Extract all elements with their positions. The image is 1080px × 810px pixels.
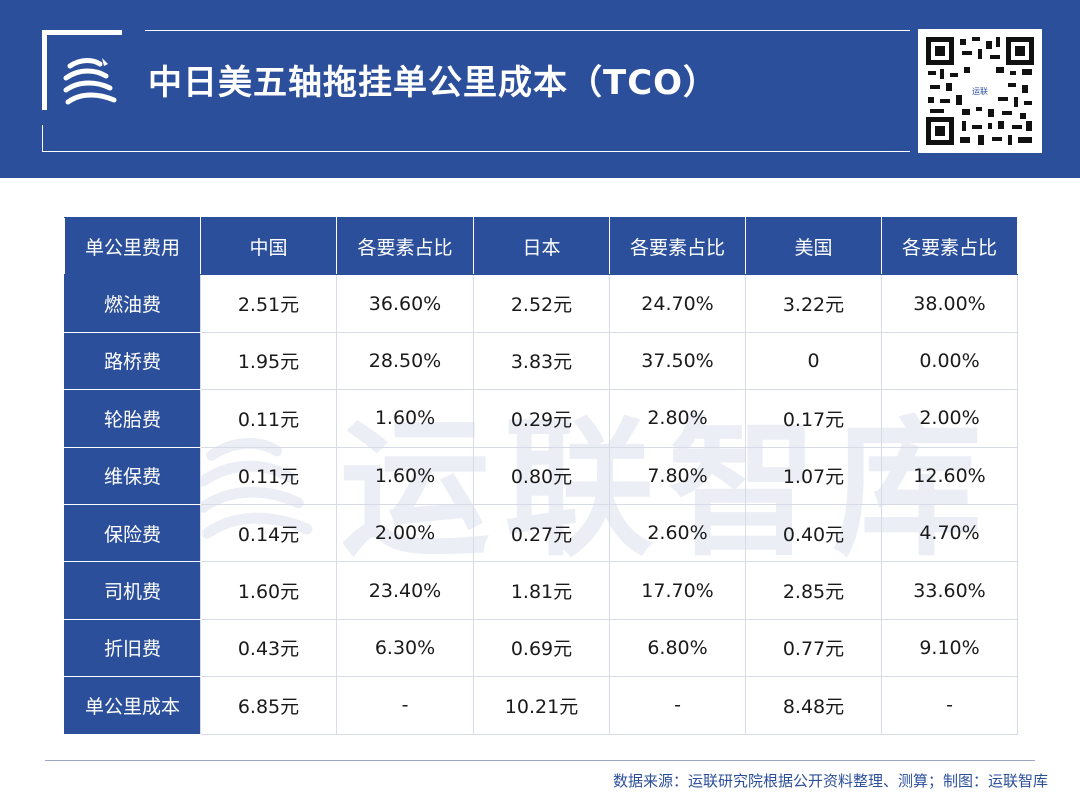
row-label: 维保费 (64, 446, 201, 505)
table-cell: 0.69元 (473, 618, 610, 678)
column-header: 各要素占比 (881, 216, 1018, 276)
column-header: 各要素占比 (336, 216, 474, 276)
yunlian-logo-icon (60, 52, 120, 112)
column-header: 单公里费用 (64, 216, 201, 276)
frame-line-left (42, 30, 47, 110)
table-cell: 0.11元 (200, 389, 337, 448)
table-row: 折旧费 0.43元 6.30% 0.69元 6.80% 0.77元 9.10% (64, 618, 1018, 678)
table-cell: 1.81元 (473, 561, 610, 620)
table-cell: 0.29元 (473, 389, 610, 448)
table-cell: 1.07元 (745, 446, 882, 505)
table-cell: 2.51元 (200, 274, 337, 333)
table-cell: 0 (745, 331, 882, 391)
table-cell: 0.43元 (200, 618, 337, 678)
table-cell: 12.60% (881, 446, 1018, 505)
table-cell: 1.60% (336, 389, 474, 448)
table-row: 燃油费 2.51元 36.60% 2.52元 24.70% 3.22元 38.00% (64, 274, 1018, 333)
column-header: 中国 (200, 216, 337, 276)
table-cell: 0.40元 (745, 503, 882, 563)
table-cell: 10.21元 (473, 676, 610, 735)
table-cell: 24.70% (609, 274, 746, 333)
header-banner: 中日美五轴拖挂单公里成本（TCO） (0, 0, 1080, 178)
table-cell: 1.60元 (200, 561, 337, 620)
table-cell: 28.50% (336, 331, 474, 391)
frame-line-top-long (145, 30, 910, 31)
table-cell: 36.60% (336, 274, 474, 333)
table-cell: 2.80% (609, 389, 746, 448)
table-cell: 0.00% (881, 331, 1018, 391)
table-cell: 0.14元 (200, 503, 337, 563)
table-cell: 2.00% (881, 389, 1018, 448)
table-cell: 0.11元 (200, 446, 337, 505)
page-title: 中日美五轴拖挂单公里成本（TCO） (148, 63, 719, 103)
table-cell: 2.00% (336, 503, 474, 563)
table-cell: 0.77元 (745, 618, 882, 678)
table-cell: 33.60% (881, 561, 1018, 620)
table-cell: 37.50% (609, 331, 746, 391)
table-cell: 2.60% (609, 503, 746, 563)
column-header: 美国 (745, 216, 882, 276)
column-header: 各要素占比 (609, 216, 746, 276)
row-label: 路桥费 (64, 331, 201, 391)
table-cell: 6.85元 (200, 676, 337, 735)
table-cell: 9.10% (881, 618, 1018, 678)
table-header-row: 单公里费用 中国 各要素占比 日本 各要素占比 美国 各要素占比 (64, 216, 1018, 276)
table-cell: 0.80元 (473, 446, 610, 505)
table-row: 轮胎费 0.11元 1.60% 0.29元 2.80% 0.17元 2.00% (64, 389, 1018, 448)
frame-line-top (42, 30, 122, 35)
source-note: 数据来源：运联研究院根据公开资料整理、测算；制图：运联智库 (612, 772, 1048, 790)
table-cell: 2.85元 (745, 561, 882, 620)
table-cell: 3.22元 (745, 274, 882, 333)
row-label: 折旧费 (64, 618, 201, 678)
table-cell: 6.30% (336, 618, 474, 678)
table-row: 司机费 1.60元 23.40% 1.81元 17.70% 2.85元 33.60% (64, 561, 1018, 620)
table-cell: 17.70% (609, 561, 746, 620)
row-label: 保险费 (64, 503, 201, 563)
table-cell: - (336, 676, 474, 735)
table-cell: 23.40% (336, 561, 474, 620)
qr-code-icon[interactable]: 运联 (918, 29, 1042, 153)
table-cell: - (609, 676, 746, 735)
table-cell: 0.27元 (473, 503, 610, 563)
frame-line-left-lower (42, 125, 43, 152)
table-cell: 1.95元 (200, 331, 337, 391)
table-row: 维保费 0.11元 1.60% 0.80元 7.80% 1.07元 12.60% (64, 446, 1018, 505)
table-row: 单公里成本 6.85元 -10.21元 -8.48元 - (64, 676, 1018, 735)
table-cell: 1.60% (336, 446, 474, 505)
row-label: 司机费 (64, 561, 201, 620)
table-cell: 3.83元 (473, 331, 610, 391)
footer-divider (45, 760, 1035, 761)
table-cell: 6.80% (609, 618, 746, 678)
cost-table: 单公里费用 中国 各要素占比 日本 各要素占比 美国 各要素占比 燃油费 2.51… (64, 216, 1018, 735)
table-row: 路桥费 1.95元 28.50% 3.83元 37.50% 0 0.00% (64, 331, 1018, 391)
table-cell: 2.52元 (473, 274, 610, 333)
table-cell: 38.00% (881, 274, 1018, 333)
qr-code-graphic: 运联 (926, 37, 1034, 145)
row-label: 燃油费 (64, 274, 201, 333)
row-label: 轮胎费 (64, 389, 201, 448)
table-cell: 7.80% (609, 446, 746, 505)
table-row: 保险费 0.14元 2.00% 0.27元 2.60% 0.40元 4.70% (64, 503, 1018, 563)
qr-center-label: 运联 (972, 87, 988, 96)
frame-line-bottom (42, 151, 910, 152)
column-header: 日本 (473, 216, 610, 276)
table-cell: - (881, 676, 1018, 735)
row-label: 单公里成本 (64, 676, 201, 735)
table-cell: 0.17元 (745, 389, 882, 448)
table-cell: 4.70% (881, 503, 1018, 563)
table-cell: 8.48元 (745, 676, 882, 735)
